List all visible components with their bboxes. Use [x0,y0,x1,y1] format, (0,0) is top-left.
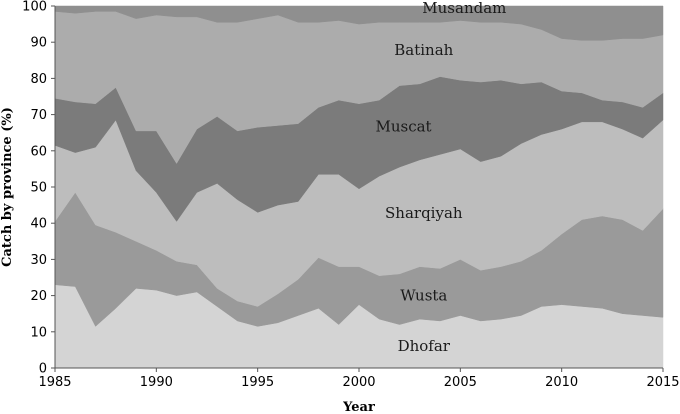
y-tick-label: 50 [30,181,47,196]
axes-layer: 0 10 20 30 40 50 60 70 80 90 100 1985 1990 1995 2000 20… [22,0,679,390]
labels-layer: Musandam Batinah Muscat Sharqiyah Wusta Dhofa… [375,0,506,355]
y-tick-label: 60 [30,144,47,159]
y-tick-label: 100 [22,0,47,15]
area-label-musandam: Musandam [422,0,506,17]
area-label-sharqiyah: Sharqiyah [385,204,463,222]
y-axis-title: Catch by province (%) [0,107,15,267]
y-tick-label: 20 [30,289,47,304]
x-axis-title: Year [342,400,375,414]
x-tick-label: 2010 [545,375,578,390]
x-tick-label: 1985 [38,375,71,390]
y-tick-label: 70 [30,108,47,123]
x-tick-label: 2005 [444,375,477,390]
y-tick-label: 40 [30,217,47,232]
x-tick-label: 1990 [140,375,173,390]
area-label-dhofar: Dhofar [398,337,451,355]
y-tick-label: 90 [30,36,47,51]
y-tick-label: 10 [30,325,47,340]
area-label-batinah: Batinah [394,41,453,59]
area-musandam [54,5,664,41]
y-tick-label: 0 [39,362,47,377]
x-tick-label: 1995 [241,375,274,390]
area-label-muscat: Muscat [375,117,431,135]
areas-layer [54,5,664,369]
x-tick-label: 2015 [646,375,679,390]
area-label-wusta: Wusta [400,287,447,305]
y-tick-label: 30 [30,253,47,268]
y-tick-label: 80 [30,72,47,87]
x-tick-label: 2000 [342,375,375,390]
